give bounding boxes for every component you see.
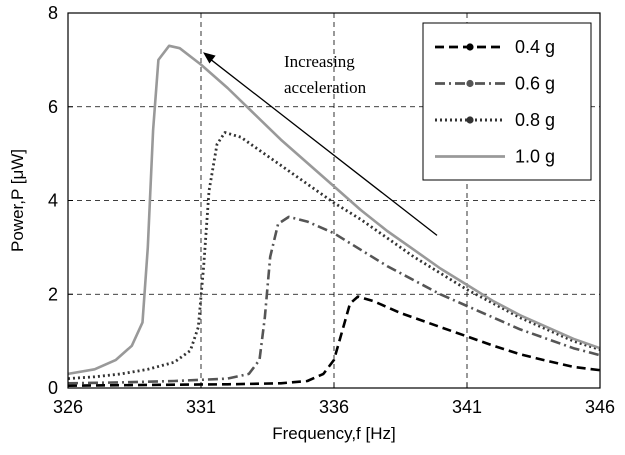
y-tick-label: 8: [48, 3, 58, 23]
annotation-text-line-2: acceleration: [284, 78, 367, 97]
legend-marker: [466, 79, 474, 88]
x-axis-label: Frequency,f [Hz]: [272, 424, 395, 443]
legend-marker: [466, 116, 474, 124]
legend-label: 1.0 g: [515, 147, 555, 167]
series-line-1-0-g: [67, 44, 601, 376]
y-tick-label: 0: [48, 378, 58, 398]
y-tick-label: 2: [48, 284, 58, 304]
legend-label: 0.4 g: [515, 37, 555, 57]
y-axis-label: Power,P [μW]: [8, 149, 27, 252]
axis-ticks: 326 331 336 341 346 0 2 4 6 8: [48, 3, 615, 417]
x-tick-label: 346: [585, 397, 615, 417]
legend-marker: [466, 43, 474, 51]
x-tick-label: 336: [319, 397, 349, 417]
y-tick-label: 4: [48, 191, 58, 211]
x-tick-label: 331: [186, 397, 216, 417]
x-tick-label: 341: [452, 397, 482, 417]
legend-label: 0.8 g: [515, 110, 555, 130]
legend: 0.4 g 0.6 g 0.8 g 1.0 g: [422, 22, 592, 181]
y-tick-label: 6: [48, 97, 58, 117]
annotation-arrow-shaft: [208, 57, 438, 236]
series-layer: [67, 44, 601, 387]
annotation: Increasing acceleration: [203, 52, 438, 236]
series-line-0-4-g: [67, 295, 601, 387]
annotation-arrow-head: [203, 52, 216, 64]
series-line-0-8-g: [67, 131, 601, 380]
legend-label: 0.6 g: [515, 74, 555, 94]
x-tick-label: 326: [53, 397, 83, 417]
series-line-0-6-g: [67, 215, 601, 385]
annotation-text-line-1: Increasing: [284, 52, 355, 71]
legend-box: [422, 22, 592, 181]
